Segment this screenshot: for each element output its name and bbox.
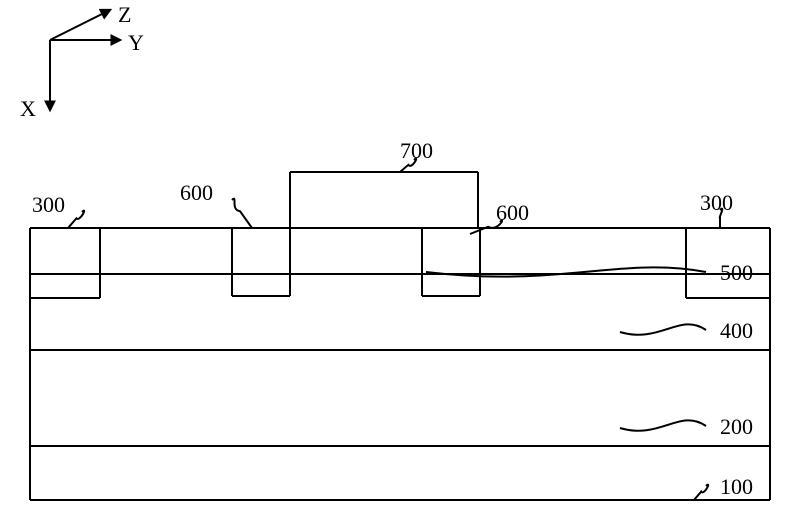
label-400: 400 xyxy=(720,318,753,344)
label-500: 500 xyxy=(720,260,753,286)
structure-group xyxy=(30,172,770,500)
label-600-right: 600 xyxy=(496,200,529,226)
diagram-svg xyxy=(0,0,800,514)
label-200: 200 xyxy=(720,414,753,440)
axis-label-y: Y xyxy=(128,30,144,56)
label-700: 700 xyxy=(400,138,433,164)
label-100: 100 xyxy=(720,474,753,500)
label-600-left: 600 xyxy=(180,180,213,206)
lead-lines-group xyxy=(68,159,722,500)
axis-label-x: X xyxy=(20,96,36,122)
axis-label-z: Z xyxy=(118,2,131,28)
axes-group xyxy=(50,10,120,110)
diagram-stage: Z Y X 300 600 700 600 300 500 400 200 10… xyxy=(0,0,800,514)
label-300-left: 300 xyxy=(32,192,65,218)
label-300-right: 300 xyxy=(700,190,733,216)
